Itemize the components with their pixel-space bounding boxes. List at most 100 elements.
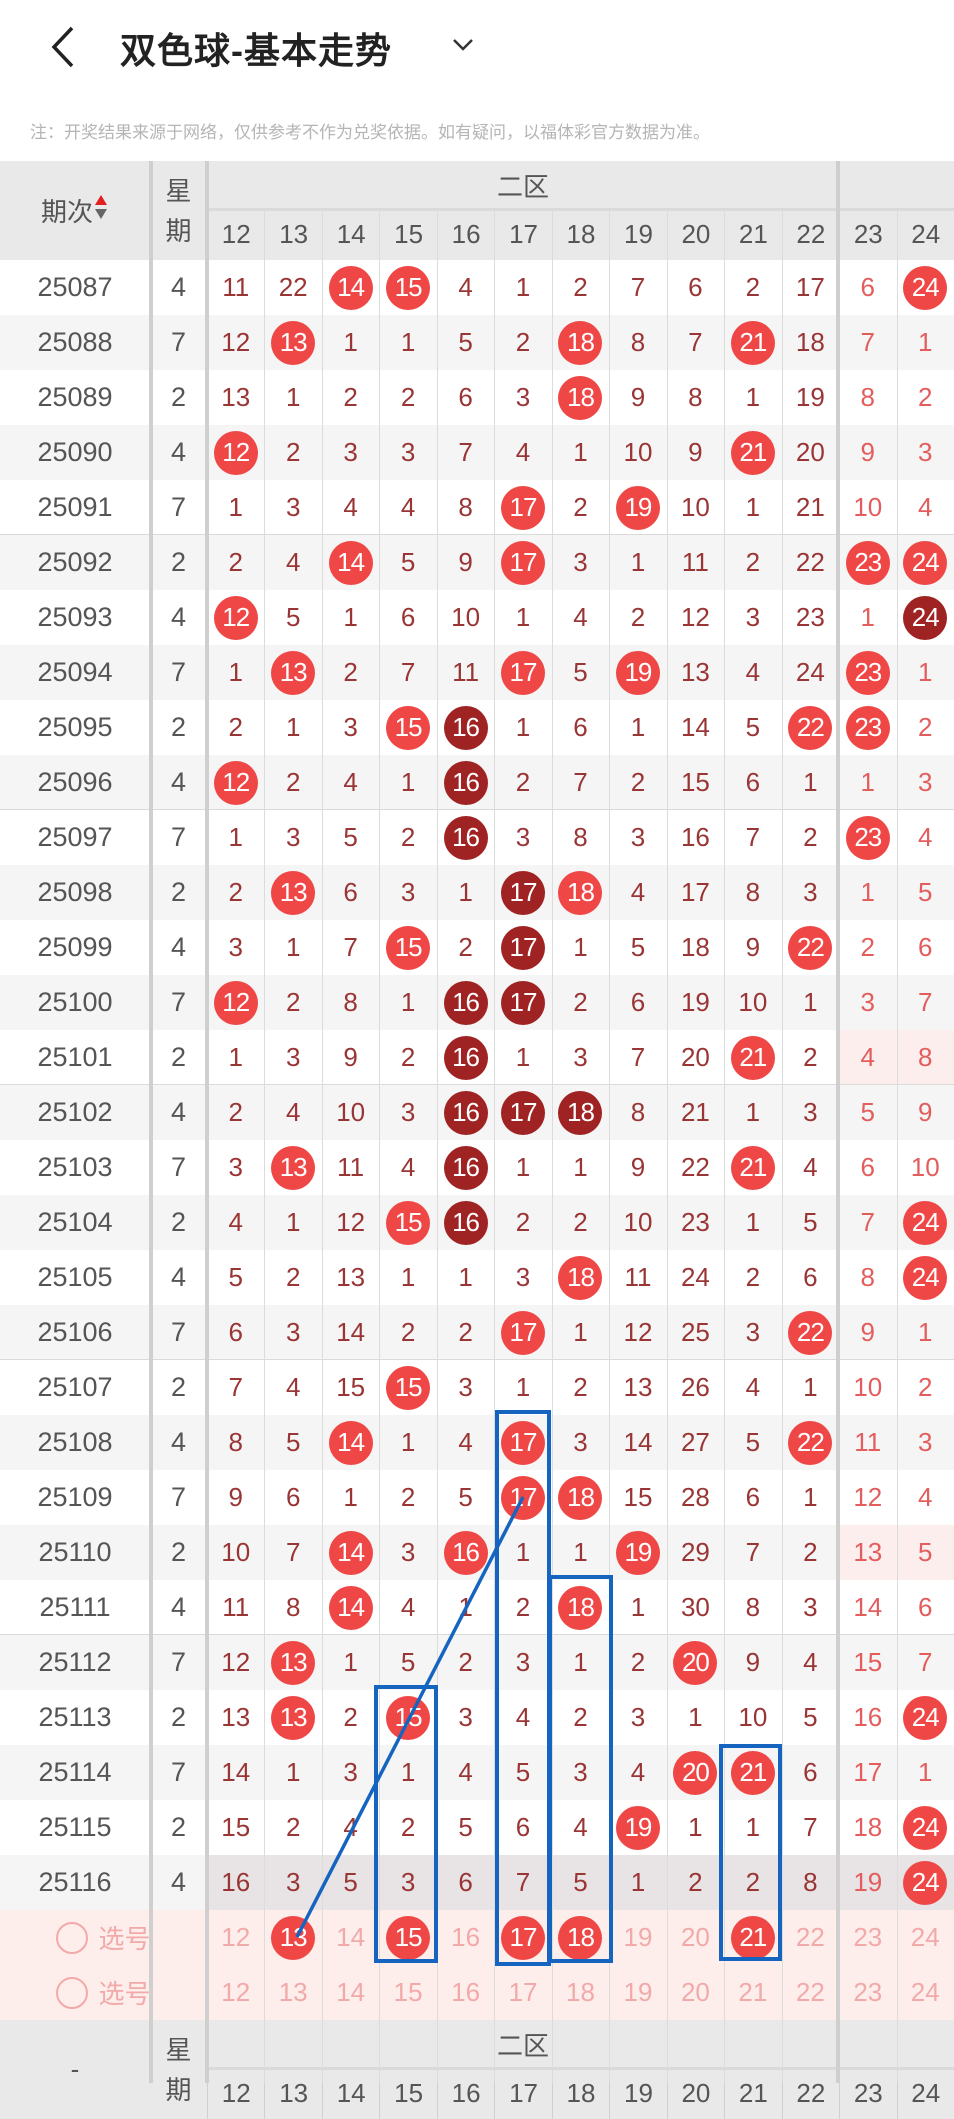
sort-icon[interactable] [93,192,109,229]
trend-cell-21: 2 [724,1855,782,1910]
select-ball-15[interactable]: 15 [393,1977,423,2007]
trend-cell-13: 13 [264,1140,321,1195]
cell-divider [666,209,668,2083]
select-ball-18[interactable]: 18 [566,1977,595,2007]
trend-cell-19: 2 [630,602,646,632]
period-cell: 25111 [39,1592,111,1622]
trend-cell-13: 22 [278,272,308,302]
trend-cell-18: 5 [573,657,588,687]
select-ball-12[interactable]: 12 [221,1977,251,2007]
drawn-ball: 21 [730,1750,775,1795]
trend-cell-22: 2 [803,822,818,852]
select-ball-20[interactable]: 20 [680,1977,710,2007]
drawn-ball: 14 [328,265,373,310]
selected-ball[interactable]: 18 [558,1915,603,1960]
select-ball-16[interactable]: 16 [451,1922,481,1952]
period-header[interactable]: 期次 [0,161,150,260]
select-ball-22[interactable]: 22 [795,1977,825,2007]
select-ball-24[interactable]: 24 [910,1977,940,2007]
select-ball-17[interactable]: 17 [494,1910,551,1965]
trend-cell-21: 10 [738,1702,768,1732]
column-header-20: 20 [666,209,725,260]
trend-cell-24: 7 [918,987,933,1017]
select-ball-19[interactable]: 19 [623,1977,653,2007]
trend-cell-18: 18 [552,1580,609,1635]
trend-cell-23: 9 [860,1317,876,1347]
trend-cell-21: 4 [745,1372,761,1402]
trend-cell-14: 14 [336,1317,366,1347]
radio-icon[interactable] [56,1976,89,2009]
drawn-ball: 15 [386,705,431,750]
cell-divider [781,209,783,2083]
trend-cell-19: 1 [630,712,646,742]
select-ball-13[interactable]: 13 [264,1910,321,1965]
column-header-16: 16 [436,2068,495,2119]
trend-cell-18: 5 [551,1855,610,1910]
selected-ball[interactable]: 13 [271,1915,316,1960]
trend-cell-19: 15 [623,1482,653,1512]
select-ball-21[interactable]: 21 [724,1910,781,1965]
selected-ball[interactable]: 21 [730,1915,775,1960]
select-number-toggle[interactable]: 选号 [0,1965,207,2020]
weekday-cell: 2 [170,712,187,742]
select-ball-19[interactable]: 19 [623,1922,653,1952]
trend-cell-16: 2 [458,1647,473,1677]
column-header-17: 17 [494,209,552,260]
selected-ball[interactable]: 17 [501,1915,546,1960]
select-ball-17[interactable]: 17 [508,1977,538,2007]
trend-cell-19: 13 [623,1372,653,1402]
period-cell: 25087 [37,272,113,302]
select-ball-12[interactable]: 12 [221,1922,251,1952]
drawn-ball: 16 [443,980,488,1025]
drawn-ball: 18 [558,870,603,915]
select-ball-21[interactable]: 21 [738,1977,768,2007]
select-ball-22[interactable]: 22 [795,1922,825,1952]
trend-cell-14: 4 [343,767,358,797]
trend-cell-21: 8 [745,877,761,907]
period-cell: 25095 [37,712,113,742]
trend-cell-23: 23 [839,645,896,700]
select-ball-18[interactable]: 18 [552,1910,609,1965]
select-ball-16[interactable]: 16 [451,1977,481,2007]
trend-cell-14: 4 [343,1812,358,1842]
weekday-header-char: 星 [165,2034,192,2065]
trend-cell-23: 23 [839,810,896,865]
selected-ball[interactable]: 15 [386,1915,431,1960]
trend-cell-22: 1 [803,1372,818,1402]
select-ball-15[interactable]: 15 [379,1910,436,1965]
column-header-14: 14 [321,209,380,260]
trend-cell-20: 1 [688,1812,703,1842]
select-ball-13[interactable]: 13 [278,1977,308,2007]
select-number-toggle[interactable]: 选号 [0,1910,207,1965]
trend-cell-13: 3 [285,1042,301,1072]
drawn-ball: 20 [673,1640,718,1685]
drawn-ball: 23 [845,540,890,585]
drawn-ball: 13 [271,1695,316,1740]
select-ball-23[interactable]: 23 [853,1922,883,1952]
trend-cell-17: 1 [515,1152,531,1182]
title-dropdown[interactable] [448,30,478,60]
select-ball-14[interactable]: 14 [336,1922,366,1952]
weekday-cell: 4 [170,602,187,632]
select-ball-23[interactable]: 23 [853,1977,883,2007]
radio-icon[interactable] [56,1921,89,1954]
trend-cell-18: 18 [552,1085,609,1140]
select-ball-24[interactable]: 24 [910,1922,940,1952]
trend-cell-22: 7 [803,1812,818,1842]
trend-cell-17: 2 [515,1592,531,1622]
trend-cell-23: 16 [853,1702,883,1732]
trend-cell-20: 18 [680,932,710,962]
trend-cell-22: 1 [803,987,818,1017]
back-button[interactable] [44,22,84,72]
select-ball-20[interactable]: 20 [680,1922,710,1952]
trend-cell-14: 5 [343,822,358,852]
trend-cell-20: 12 [680,602,710,632]
select-ball-14[interactable]: 14 [336,1977,366,2007]
trend-cell-15: 2 [400,1042,416,1072]
trend-cell-15: 1 [400,1427,416,1457]
drawn-ball: 24 [903,1805,948,1850]
trend-cell-18: 18 [552,1470,609,1525]
trend-cell-14: 14 [322,260,379,315]
trend-cell-13: 8 [285,1592,301,1622]
trend-cell-17: 17 [494,480,551,535]
